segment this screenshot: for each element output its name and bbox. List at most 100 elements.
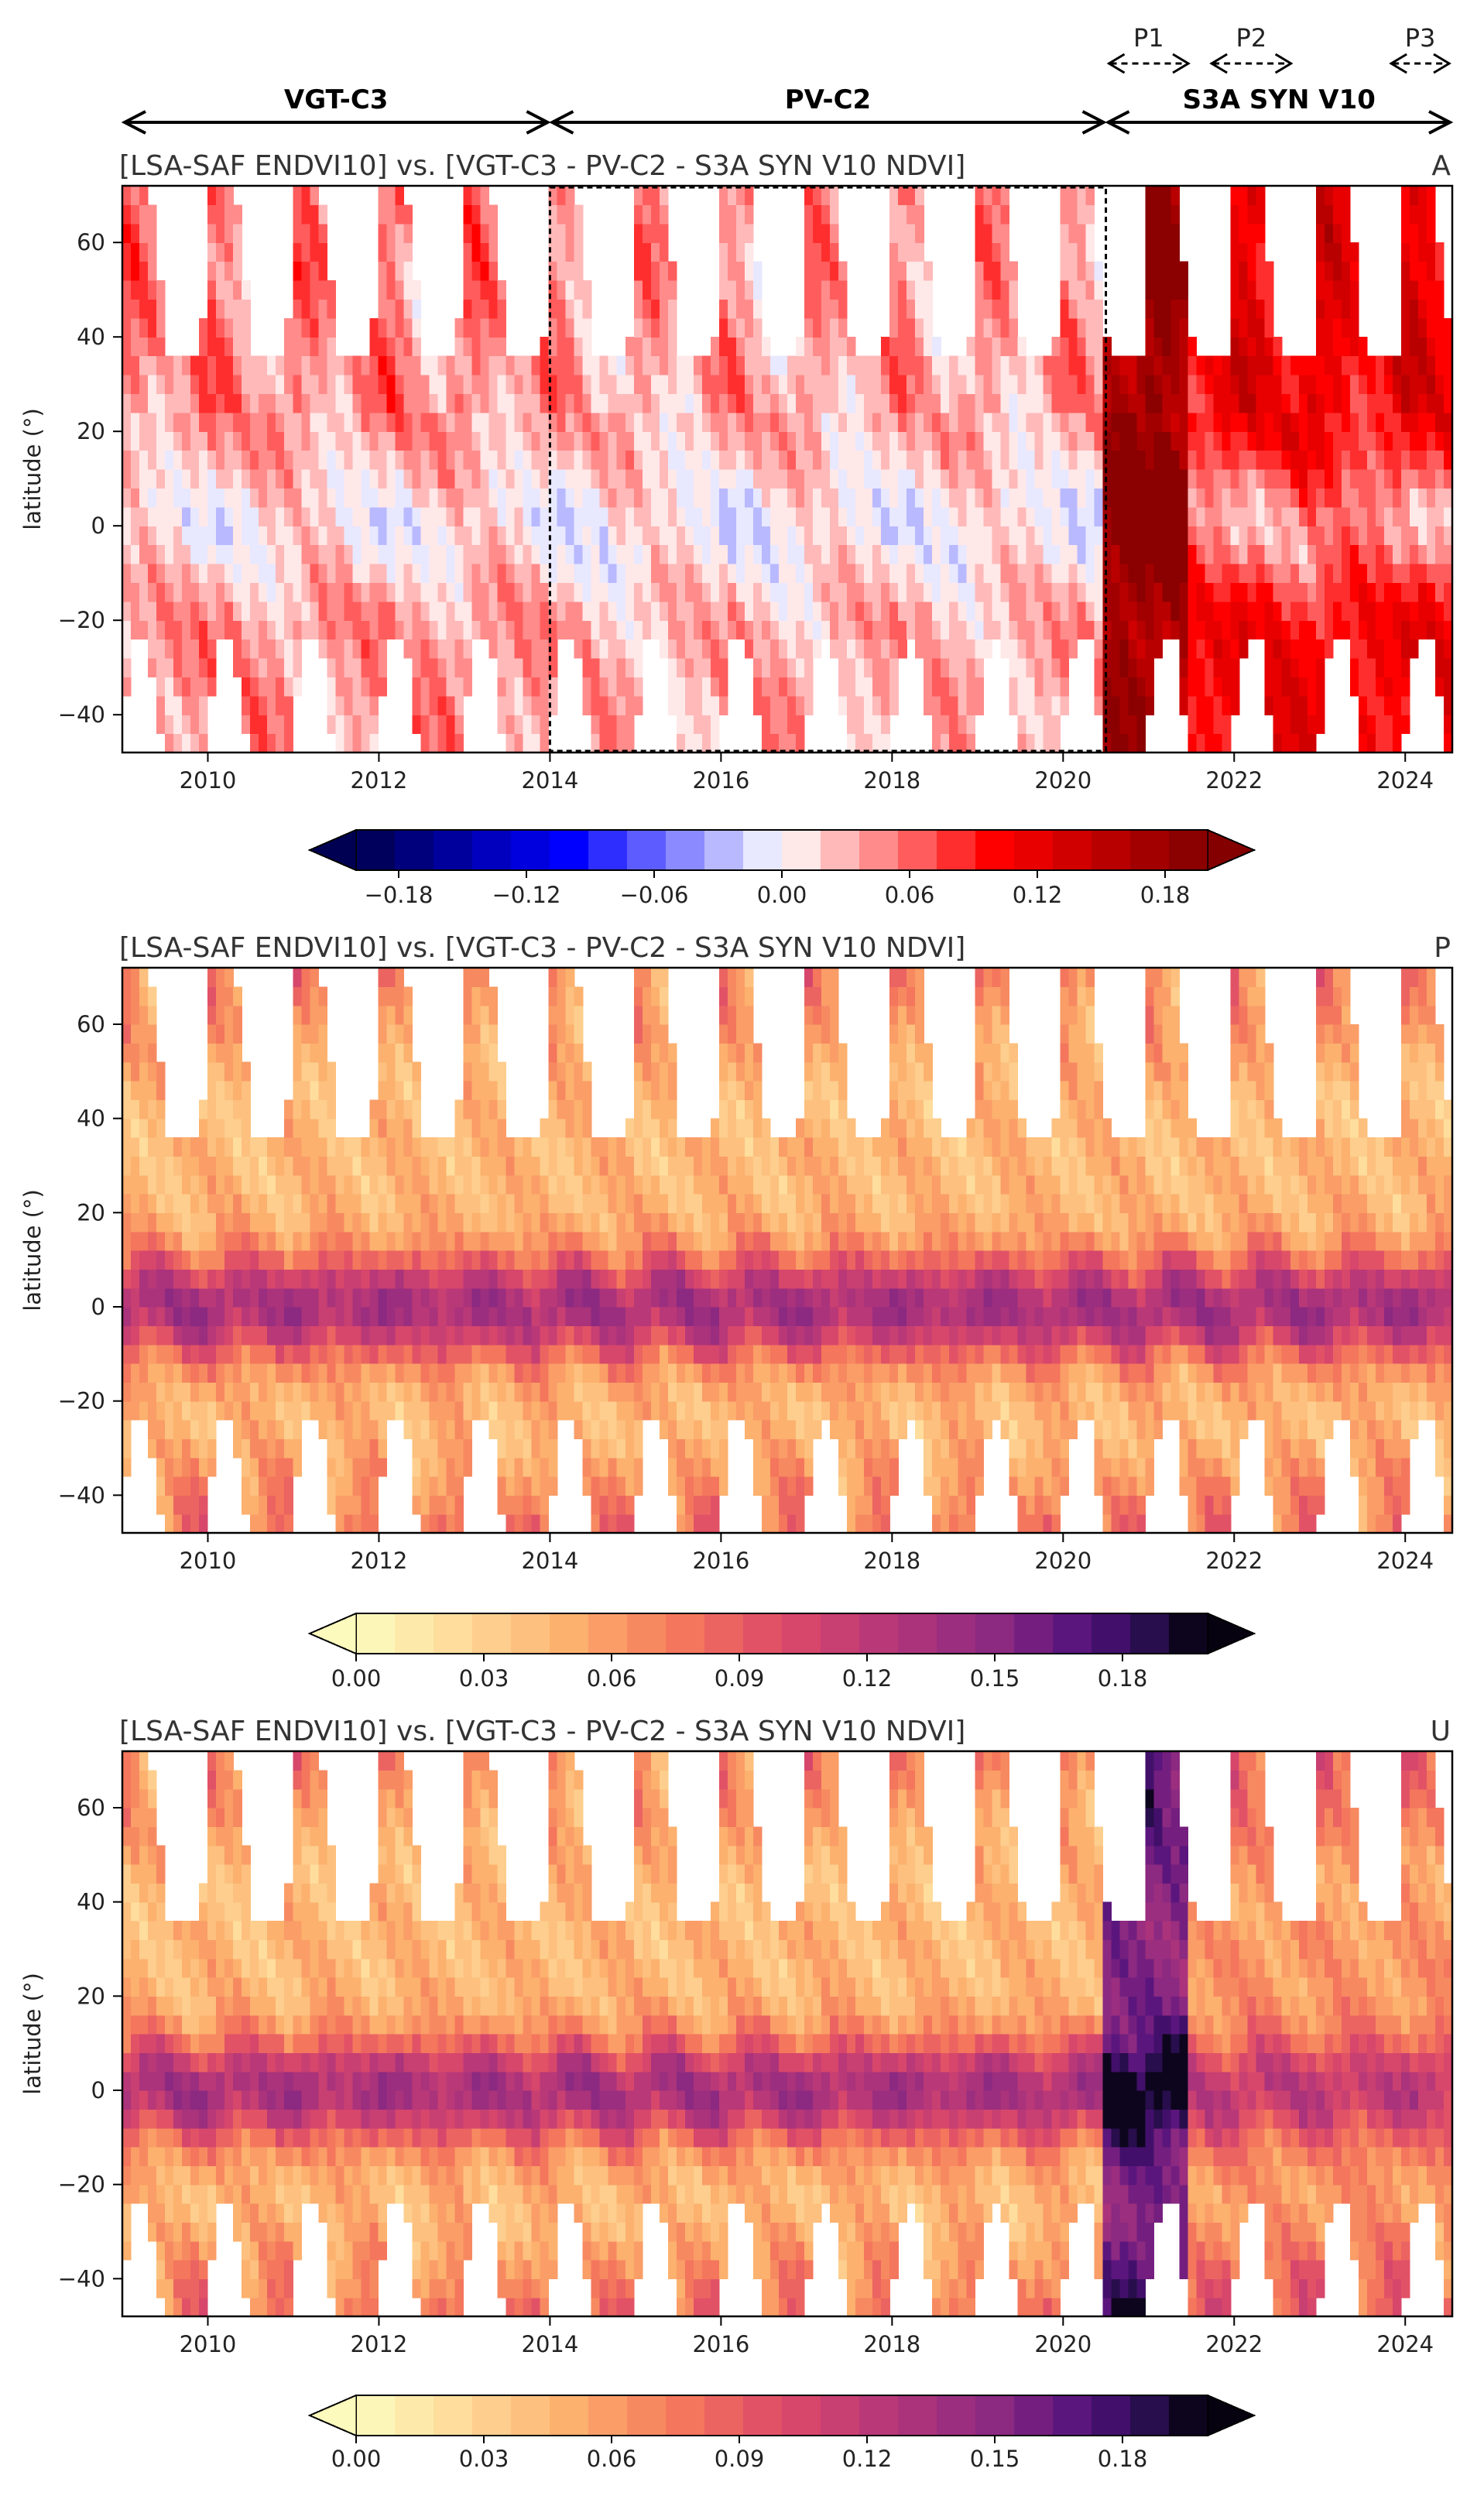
heatmap-cell xyxy=(633,337,643,357)
heatmap-cell xyxy=(463,1307,473,1326)
heatmap-cell xyxy=(761,526,771,546)
heatmap-cell xyxy=(1341,412,1351,432)
heatmap-cell xyxy=(1341,488,1351,508)
heatmap-cell xyxy=(224,1137,234,1157)
heatmap-cell xyxy=(446,1212,456,1233)
heatmap-cell xyxy=(625,695,635,715)
heatmap-cell xyxy=(1094,280,1104,300)
heatmap-cell xyxy=(293,1194,302,1213)
heatmap-cell xyxy=(1179,695,1189,715)
heatmap-cell xyxy=(1111,488,1121,508)
heatmap-cell xyxy=(1443,412,1453,432)
heatmap-cell xyxy=(667,677,677,697)
heatmap-cell xyxy=(718,506,728,526)
heatmap-cell xyxy=(531,355,541,375)
heatmap-cell xyxy=(378,1005,387,1025)
heatmap-cell xyxy=(1315,677,1325,697)
heatmap-cell xyxy=(395,488,405,508)
heatmap-cell xyxy=(412,506,422,526)
heatmap-cell xyxy=(1196,564,1206,583)
heatmap-cell xyxy=(1273,355,1283,375)
heatmap-cell xyxy=(207,1287,217,1308)
heatmap-cell xyxy=(701,450,711,470)
heatmap-cell xyxy=(684,526,694,546)
heatmap-cell xyxy=(276,526,285,546)
heatmap-cell xyxy=(361,1325,370,1346)
heatmap-cell xyxy=(727,601,737,621)
heatmap-cell xyxy=(752,677,763,697)
panel-title: [LSA-SAF ENDVI10] vs. [VGT-C3 - PV-C2 - … xyxy=(119,150,965,182)
heatmap-cell xyxy=(574,223,584,243)
heatmap-cell xyxy=(420,1212,430,1233)
heatmap-cell xyxy=(958,695,967,715)
y-tick-label: −20 xyxy=(58,607,105,633)
heatmap-cell xyxy=(1153,317,1164,338)
heatmap-cell xyxy=(284,431,293,451)
heatmap-cell xyxy=(557,1307,567,1326)
heatmap-cell xyxy=(1162,582,1172,602)
heatmap-cell xyxy=(182,695,191,715)
heatmap-cell xyxy=(992,526,1001,546)
heatmap-cell xyxy=(710,431,720,451)
heatmap-cell xyxy=(1128,450,1138,470)
heatmap-cell xyxy=(420,469,430,489)
heatmap-cell xyxy=(403,375,413,394)
heatmap-cell xyxy=(676,488,686,508)
heatmap-cell xyxy=(488,469,499,489)
heatmap-cell xyxy=(574,1081,584,1100)
heatmap-cell xyxy=(1145,450,1155,470)
heatmap-cell xyxy=(1247,223,1257,243)
heatmap-cell xyxy=(1000,620,1009,640)
heatmap-cell xyxy=(1077,488,1087,508)
heatmap-cell xyxy=(992,355,1001,375)
heatmap-cell xyxy=(650,544,660,564)
heatmap-cell xyxy=(207,601,217,621)
heatmap-cell xyxy=(148,317,157,338)
heatmap-cell xyxy=(1375,393,1385,413)
heatmap-cell xyxy=(293,1325,302,1346)
heatmap-cell xyxy=(131,355,140,375)
heatmap-cell xyxy=(488,620,499,640)
heatmap-cell xyxy=(591,375,601,394)
heatmap-cell xyxy=(259,469,268,489)
heatmap-cell xyxy=(924,280,933,300)
heatmap-cell xyxy=(548,317,558,338)
heatmap-cell xyxy=(1315,393,1325,413)
heatmap-cell xyxy=(1349,488,1359,508)
heatmap-cell xyxy=(1017,431,1026,451)
heatmap-cell xyxy=(284,526,293,546)
heatmap-cell xyxy=(131,1024,140,1044)
heatmap-cell xyxy=(207,242,217,262)
heatmap-cell xyxy=(983,620,992,640)
heatmap-cell xyxy=(122,1457,132,1477)
heatmap-cell xyxy=(207,223,217,243)
heatmap-cell xyxy=(881,469,890,489)
heatmap-cell xyxy=(1043,412,1052,432)
heatmap-cell xyxy=(454,564,464,583)
heatmap-cell xyxy=(1366,620,1376,640)
heatmap-cell xyxy=(471,1307,482,1326)
heatmap-cell xyxy=(480,280,490,300)
heatmap-cell xyxy=(1188,450,1198,470)
heatmap-cell xyxy=(1222,733,1232,753)
heatmap-cell xyxy=(752,355,763,375)
heatmap-cell xyxy=(182,431,191,451)
heatmap-cell xyxy=(182,506,191,526)
heatmap-cell xyxy=(889,564,899,583)
heatmap-cell xyxy=(233,526,242,546)
heatmap-cell xyxy=(352,1325,362,1346)
heatmap-cell xyxy=(1290,375,1300,394)
heatmap-cell xyxy=(420,450,430,470)
heatmap-cell xyxy=(403,582,413,602)
heatmap-cell xyxy=(540,337,550,357)
heatmap-cell xyxy=(216,506,225,526)
heatmap-cell xyxy=(1051,412,1061,432)
heatmap-cell xyxy=(216,355,225,375)
heatmap-cell xyxy=(395,469,405,489)
heatmap-cell xyxy=(574,375,584,394)
heatmap-cell xyxy=(1119,677,1129,697)
heatmap-cell xyxy=(1145,431,1155,451)
heatmap-cell xyxy=(633,412,643,432)
heatmap-cell xyxy=(429,1156,439,1176)
